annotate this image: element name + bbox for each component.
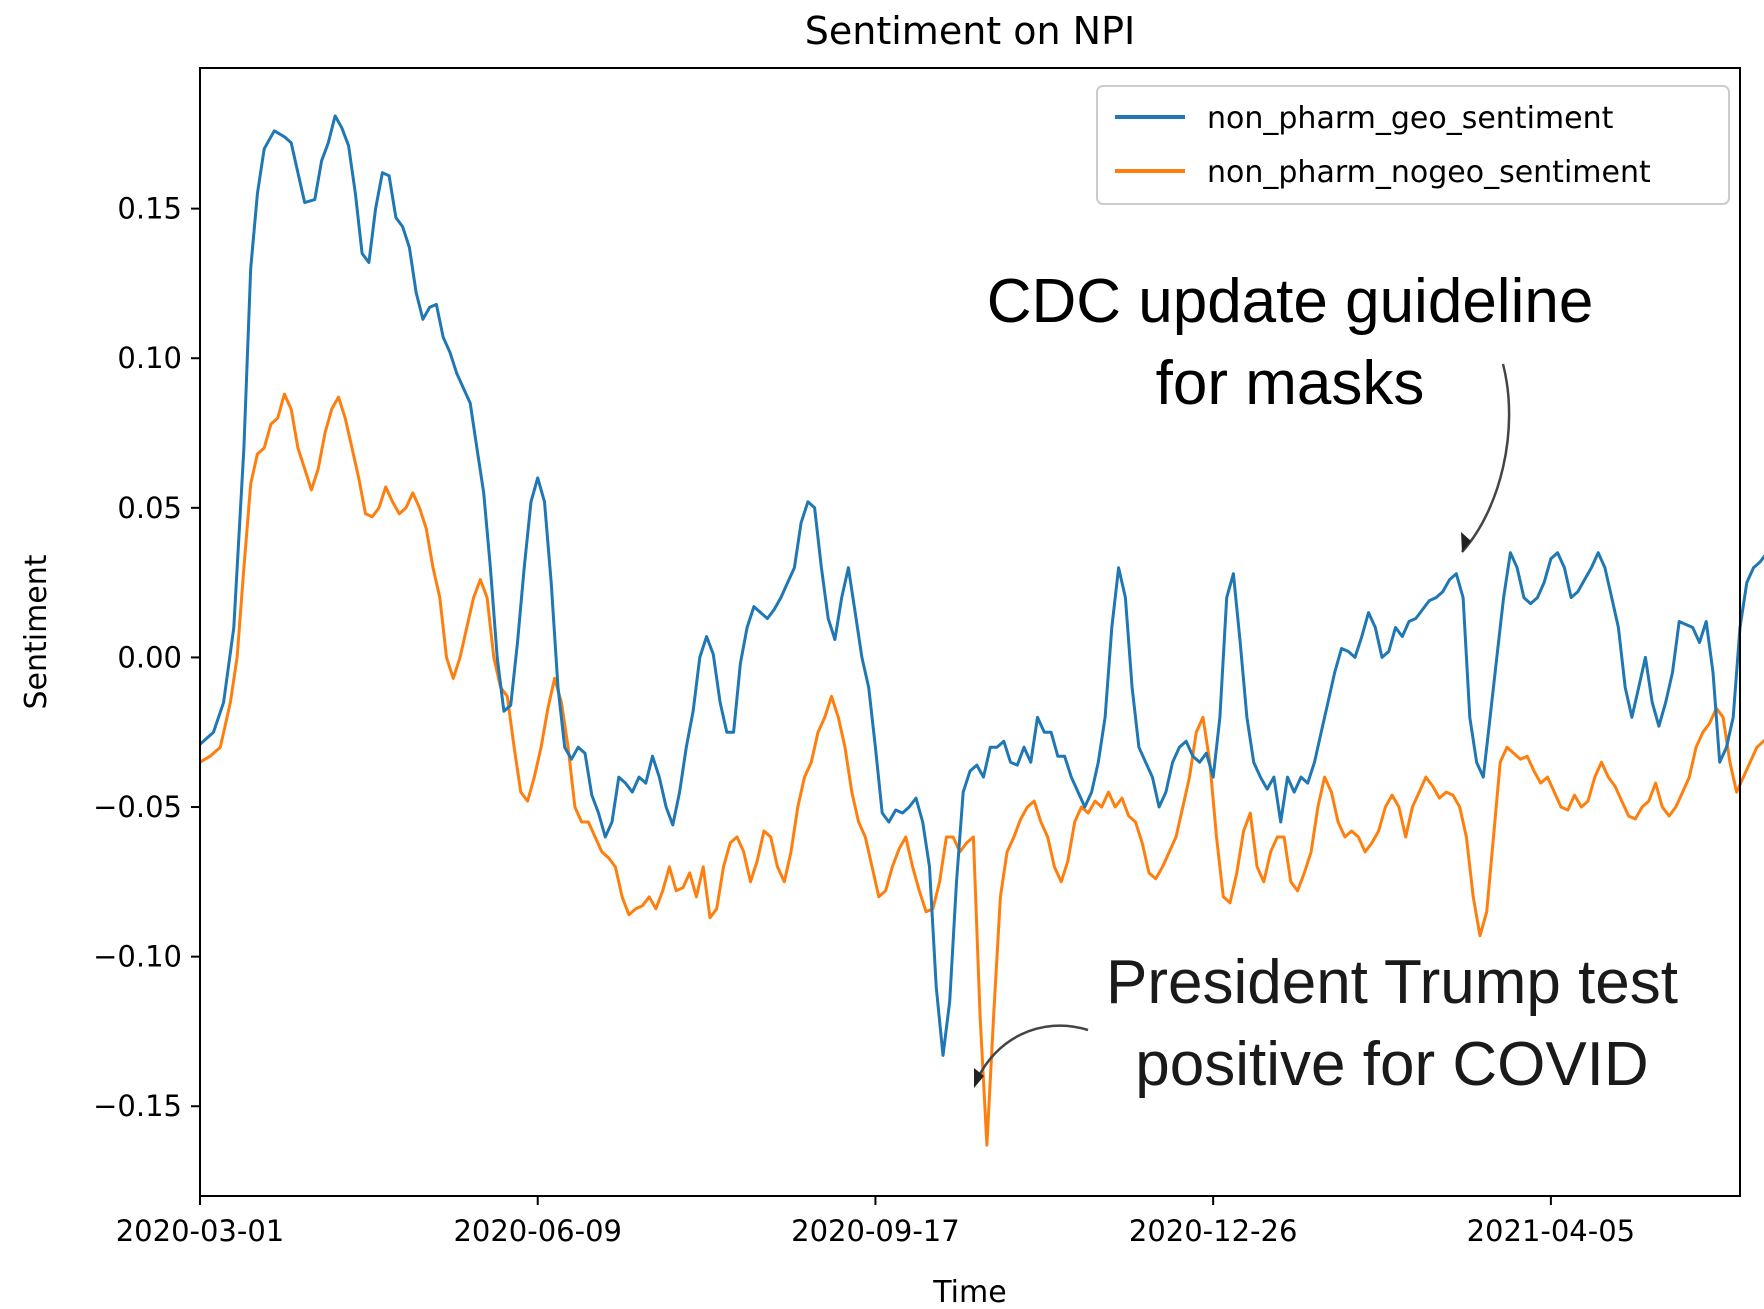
annotation-cdc-arrowhead: [1461, 532, 1471, 552]
y-tick-label: 0.05: [117, 491, 182, 525]
axis-ticks: 2020-03-01 2020-06-09 2020-09-17 2020-12-26…: [93, 192, 1635, 1248]
y-tick-label: 0.10: [117, 341, 182, 375]
series-layer: [199, 114, 1764, 1147]
annotation-trump-arrow: [975, 1024, 1089, 1081]
annotation-trump-arrowhead: [974, 1068, 984, 1088]
y-tick-label: −0.10: [93, 940, 182, 974]
annotation-cdc-line-1: CDC update guideline: [987, 267, 1594, 336]
x-tick-label: 2020-09-17: [791, 1214, 960, 1248]
legend-label-nogeo: non_pharm_nogeo_sentiment: [1207, 155, 1651, 190]
chart-title: Sentiment on NPI: [805, 9, 1135, 53]
series-line-geo: [199, 114, 1764, 1057]
annotation-cdc-arrow: [1461, 363, 1511, 553]
axes-frame: [199, 67, 1741, 1197]
legend-box: [1096, 85, 1730, 205]
x-tick-label: 2020-06-09: [453, 1214, 622, 1248]
y-tick-label: 0.00: [117, 640, 182, 674]
annotation-trump-line-1: President Trump test: [1106, 948, 1678, 1017]
series-line-nogeo: [199, 392, 1764, 1147]
annotation-trump-covid: President Trump test positive for COVID: [974, 948, 1678, 1099]
annotation-cdc-line-2: for masks: [1156, 349, 1425, 418]
y-axis-label: Sentiment: [19, 554, 54, 709]
y-tick-label: −0.15: [93, 1089, 182, 1123]
x-tick-label: 2020-12-26: [1129, 1214, 1298, 1248]
annotation-cdc-masks: CDC update guideline for masks: [987, 267, 1594, 553]
x-tick-label: 2020-03-01: [116, 1214, 285, 1248]
legend: non_pharm_geo_sentiment non_pharm_nogeo_…: [1096, 85, 1730, 205]
plot-area: 2020-03-01 2020-06-09 2020-09-17 2020-12-26…: [93, 67, 1764, 1248]
y-tick-label: −0.05: [93, 790, 182, 824]
legend-label-geo: non_pharm_geo_sentiment: [1207, 101, 1614, 136]
annotation-trump-line-2: positive for COVID: [1135, 1030, 1648, 1099]
x-axis-label: Time: [932, 1275, 1006, 1309]
y-tick-label: 0.15: [117, 192, 182, 226]
x-tick-label: 2021-04-05: [1467, 1214, 1636, 1248]
